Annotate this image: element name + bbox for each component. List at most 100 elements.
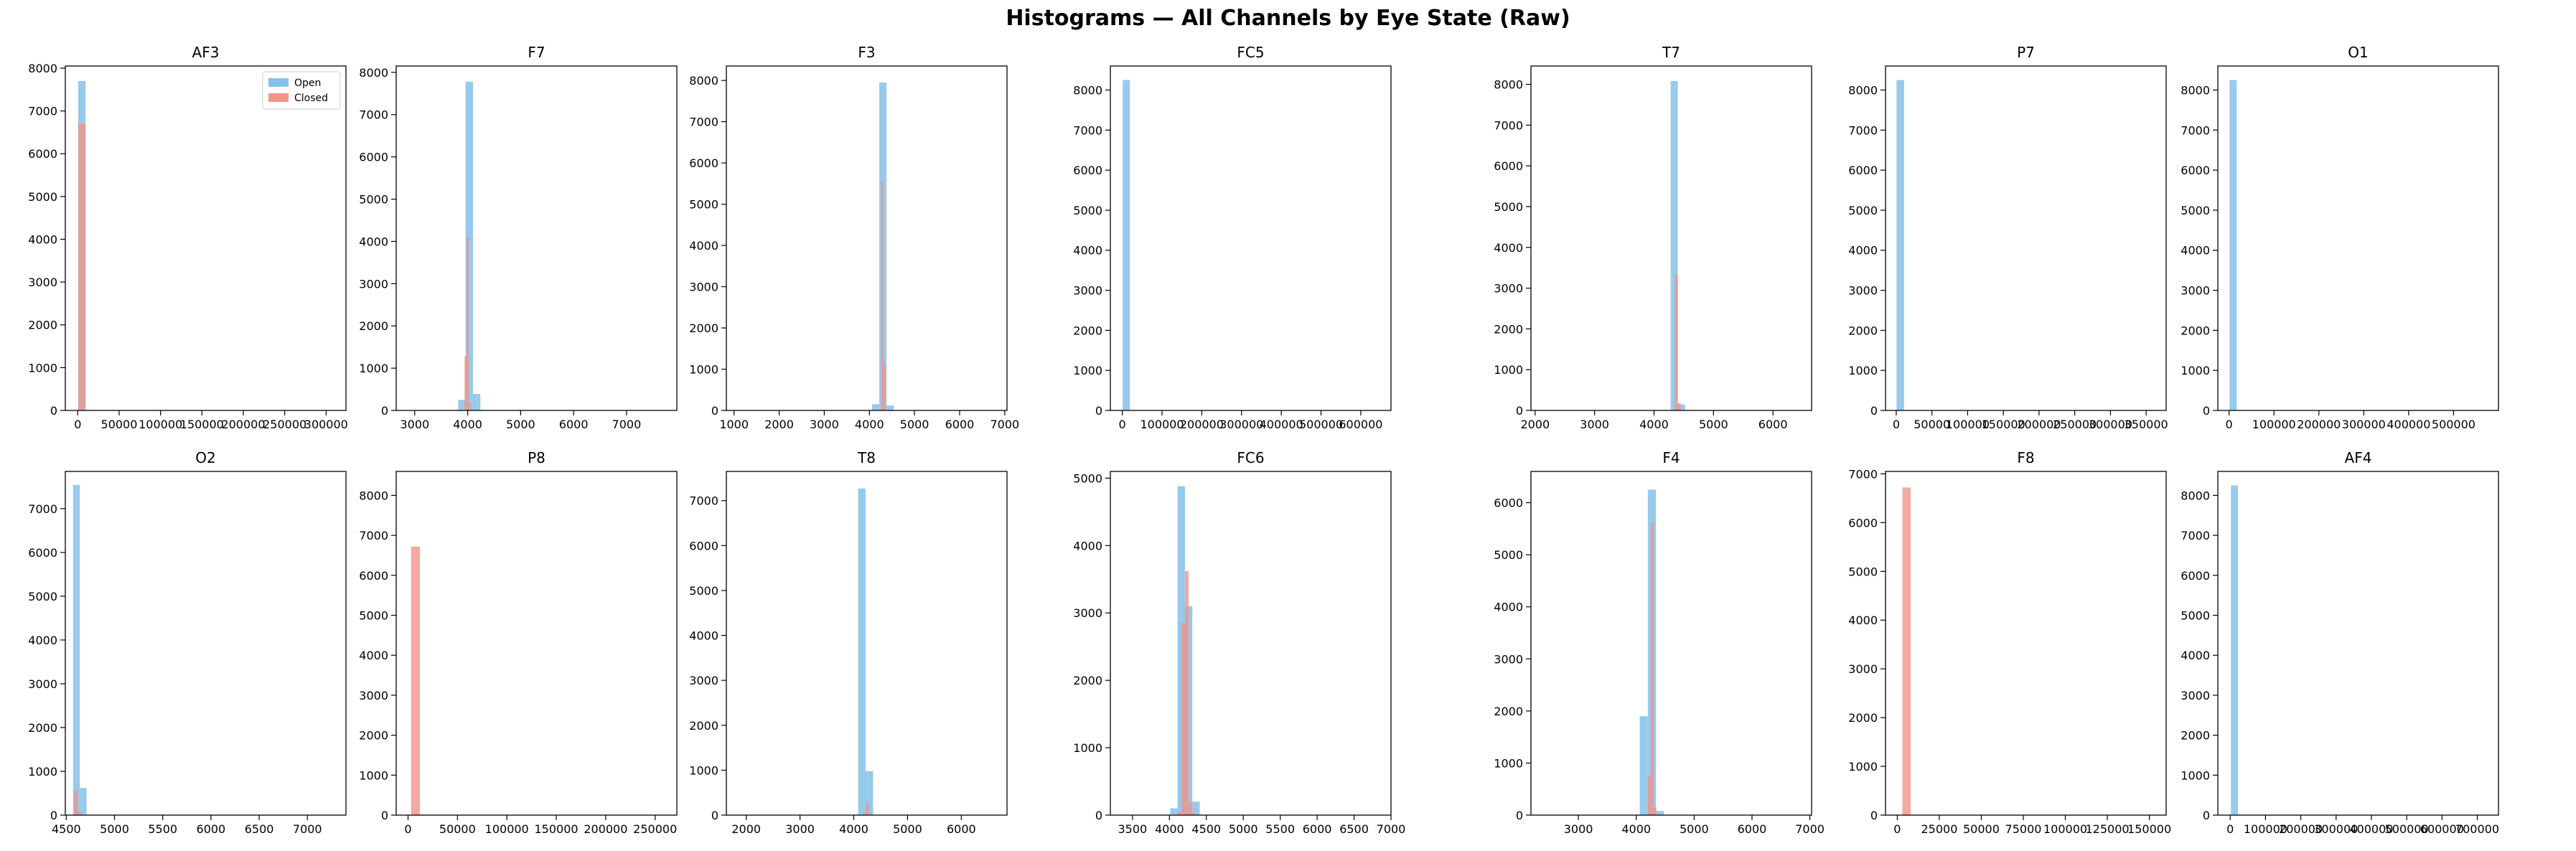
bar-closed: [1192, 813, 1196, 815]
y-tick-label: 5000: [1073, 471, 1102, 485]
y-tick-label: 6000: [1494, 159, 1523, 173]
panel-title: O1: [2348, 44, 2368, 61]
x-tick-label: 150000: [180, 418, 224, 431]
y-tick-label: 3000: [2181, 689, 2210, 702]
y-tick-label: 0: [50, 404, 57, 418]
x-tick-label: 6500: [1339, 822, 1369, 836]
y-tick-label: 7000: [2181, 529, 2210, 542]
bar-closed: [1189, 801, 1193, 815]
y-tick-label: 0: [1095, 809, 1102, 822]
y-tick-label: 1000: [1073, 364, 1102, 377]
x-tick-label: 300000: [1219, 418, 1263, 431]
x-tick-label: 200000: [584, 822, 627, 836]
y-tick-label: 6000: [689, 539, 718, 553]
y-tick-label: 1000: [1073, 741, 1102, 755]
bar-open: [858, 488, 866, 815]
x-tick-label: 0: [74, 418, 81, 431]
panel-fc6: FC6 3500 4000 4500 5000 5500 6000 6500 7000 0 1000…: [1073, 449, 1405, 836]
y-tick-label: 8000: [359, 66, 388, 80]
x-tick-label: 5500: [1265, 822, 1295, 836]
bar-open: [1192, 801, 1200, 815]
x-tick-label: 75000: [2005, 822, 2042, 836]
axes-frame: [65, 65, 347, 411]
x-tick-label: 100000: [2252, 418, 2296, 431]
y-tick-label: 6000: [1848, 516, 1878, 530]
y-tick-label: 8000: [359, 489, 388, 502]
y-tick-label: 1000: [1494, 756, 1523, 770]
x-tick-label: 50000: [439, 822, 476, 836]
x-tick-label: 1000: [719, 418, 749, 431]
y-tick-label: 5000: [28, 590, 57, 603]
y-tick-label: 1000: [689, 763, 718, 777]
panel-title: T7: [1662, 44, 1680, 61]
panel-title: P8: [528, 449, 545, 466]
x-tick-label: 250000: [633, 822, 677, 836]
y-tick-label: 2000: [1848, 711, 1878, 725]
x-tick-label: 5500: [148, 822, 177, 836]
y-tick-label: 3000: [359, 689, 388, 702]
x-tick-label: 6000: [197, 822, 226, 836]
y-tick-label: 3000: [689, 674, 718, 687]
y-tick-label: 0: [1516, 809, 1523, 822]
panel-title: P7: [2017, 44, 2035, 61]
y-tick-label: 2000: [1494, 705, 1523, 718]
y-tick-label: 5000: [1494, 200, 1523, 214]
bar-closed: [878, 408, 881, 410]
x-tick-label: 250000: [2053, 418, 2097, 431]
y-tick-label: 6000: [689, 156, 718, 170]
x-tick-label: 4000: [855, 418, 884, 431]
bar-closed: [1902, 487, 1911, 815]
bar-open: [472, 394, 481, 410]
y-tick-label: 0: [1516, 404, 1523, 418]
x-tick-label: 4000: [839, 822, 868, 836]
x-tick-label: 6000: [945, 418, 975, 431]
bar-closed: [78, 123, 86, 410]
x-tick-label: 3000: [400, 418, 429, 431]
bar-closed: [1184, 571, 1189, 815]
axes-frame: [395, 65, 678, 411]
bar-open: [1656, 811, 1664, 815]
y-tick-label: 7000: [1848, 467, 1878, 481]
bar-open: [1123, 80, 1130, 410]
panel-o1: O1 0 100000 200000 300000 400000 500000 0 1000 20…: [2181, 44, 2499, 431]
bar-open: [80, 788, 87, 815]
y-tick-label: 6000: [28, 546, 57, 560]
y-tick-label: 4000: [1494, 601, 1523, 614]
x-tick-label: 600000: [1339, 418, 1382, 431]
panel-fc5: FC5 0 100000200000300000400000500000600000…: [1073, 44, 1392, 431]
bar-closed: [881, 181, 884, 410]
y-tick-label: 4000: [1073, 244, 1102, 258]
y-tick-label: 0: [1870, 809, 1878, 822]
y-tick-label: 2000: [28, 319, 57, 332]
x-tick-label: 2000: [764, 418, 794, 431]
y-tick-label: 6000: [1494, 497, 1523, 510]
y-tick-label: 5000: [689, 198, 718, 212]
x-tick-label: 200000: [2017, 418, 2061, 431]
bar-closed: [863, 812, 866, 815]
x-tick-label: 100000: [1946, 418, 1990, 431]
x-tick-label: 300000: [2342, 418, 2386, 431]
x-tick-label: 2000: [1520, 418, 1550, 431]
legend-label-closed: Closed: [294, 93, 328, 104]
panel-title: FC5: [1237, 44, 1264, 61]
y-tick-label: 5000: [1848, 565, 1878, 578]
axes-frame: [2217, 471, 2499, 816]
y-tick-label: 0: [1870, 404, 1878, 418]
y-tick-label: 1000: [2181, 364, 2210, 377]
axes-frame: [1885, 65, 2167, 411]
bar-closed: [411, 546, 421, 815]
y-tick-label: 3000: [359, 277, 388, 291]
x-tick-label: 150000: [534, 822, 578, 836]
bar-closed: [883, 362, 886, 410]
x-tick-label: 500000: [1299, 418, 1343, 431]
y-tick-label: 5000: [359, 193, 388, 207]
x-tick-label: 200000: [2297, 418, 2341, 431]
x-tick-label: 4000: [1621, 822, 1651, 836]
x-tick-label: 2000: [731, 822, 761, 836]
y-tick-label: 1000: [359, 362, 388, 375]
y-tick-label: 0: [381, 404, 388, 418]
y-tick-label: 7000: [2181, 123, 2210, 137]
y-tick-label: 1000: [28, 765, 57, 779]
bar-open: [872, 404, 880, 410]
x-tick-label: 4000: [1639, 418, 1669, 431]
